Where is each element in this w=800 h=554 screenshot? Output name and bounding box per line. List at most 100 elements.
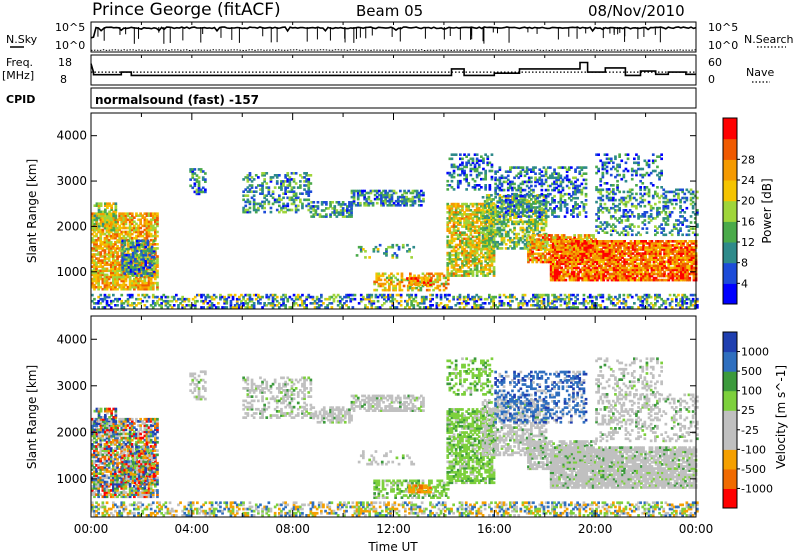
heatmap-cell	[519, 226, 523, 230]
heatmap-cell	[513, 214, 516, 217]
heatmap-cell	[549, 176, 552, 180]
heatmap-cell	[99, 222, 103, 226]
heatmap-cell	[482, 270, 485, 273]
heatmap-cell	[414, 281, 418, 284]
heatmap-cell	[93, 204, 97, 207]
heatmap-cell	[492, 214, 495, 217]
heatmap-cell	[114, 234, 117, 238]
heatmap-cell	[652, 266, 656, 270]
heatmap-cell	[490, 194, 493, 197]
heatmap-cell	[606, 258, 610, 261]
heatmap-cell	[513, 212, 516, 215]
heatmap-cell	[333, 209, 337, 212]
heatmap-cell	[598, 260, 601, 264]
heatmap-cell	[581, 262, 584, 266]
heatmap-cell	[515, 243, 518, 246]
heatmap-cell	[625, 266, 629, 270]
heatmap-cell	[593, 270, 597, 274]
heatmap-cell	[543, 248, 547, 251]
heatmap-cell	[610, 276, 614, 280]
heatmap-cell	[502, 176, 506, 180]
heatmap-cell	[490, 212, 493, 215]
heatmap-cell	[612, 244, 616, 247]
heatmap-cell	[581, 260, 584, 264]
heatmap-cell	[598, 244, 601, 247]
heatmap-cell	[477, 235, 481, 239]
heatmap-cell	[138, 258, 141, 261]
heatmap-cell	[661, 240, 664, 243]
heatmap-cell	[614, 268, 618, 272]
heatmap-cell	[555, 186, 558, 190]
heatmap-cell	[475, 184, 479, 187]
heatmap-cell	[348, 201, 351, 204]
heatmap-cell	[118, 216, 121, 219]
heatmap-cell	[502, 220, 506, 224]
heatmap-cell	[654, 276, 658, 280]
heatmap-cell	[578, 172, 582, 175]
heatmap-cell	[130, 228, 134, 232]
heatmap-cell	[475, 213, 479, 216]
heatmap-cell	[511, 240, 514, 244]
heatmap-cell	[648, 246, 652, 249]
heatmap-cell	[126, 251, 130, 254]
heatmap-cell	[398, 284, 402, 288]
heatmap-cell	[544, 196, 548, 200]
heatmap-cell	[566, 242, 570, 245]
heatmap-cell	[619, 266, 622, 270]
heatmap-cell	[116, 247, 119, 250]
heatmap-cell	[490, 270, 494, 273]
heatmap-cell	[373, 288, 376, 292]
heatmap-cell	[566, 250, 570, 253]
heatmap-cell	[156, 214, 159, 217]
heatmap-cell	[150, 249, 154, 253]
heatmap-cell	[659, 258, 662, 261]
heatmap-cell	[373, 280, 376, 284]
heatmap-cell	[135, 214, 138, 217]
heatmap-cell	[114, 271, 117, 275]
heatmap-cell	[142, 258, 145, 261]
heatmap-cell	[430, 276, 433, 280]
heatmap-cell	[372, 248, 376, 251]
heatmap-cell	[488, 258, 492, 261]
heatmap-cell	[596, 258, 599, 261]
heatmap-cell	[610, 248, 614, 251]
heatmap-cell	[600, 270, 603, 274]
heatmap-cell	[583, 256, 587, 259]
heatmap-cell	[544, 168, 548, 171]
heatmap-cell	[438, 276, 442, 280]
heatmap-cell	[638, 276, 641, 280]
heatmap-cell	[606, 270, 610, 274]
heatmap-cell	[569, 238, 572, 241]
heatmap-cell	[555, 215, 558, 218]
heatmap-cell	[452, 268, 456, 271]
heatmap-cell	[532, 166, 535, 169]
heatmap-cell	[156, 218, 159, 222]
heatmap-cell	[578, 205, 582, 208]
heatmap-cell	[532, 170, 535, 173]
heatmap-cell	[490, 240, 493, 244]
heatmap-cell	[580, 192, 584, 196]
heatmap-cell	[129, 241, 133, 245]
heatmap-cell	[617, 266, 620, 270]
heatmap-cell	[504, 224, 508, 228]
heatmap-cell	[587, 250, 591, 253]
heatmap-cell	[604, 266, 608, 270]
heatmap-cell	[269, 210, 273, 214]
heatmap-cell	[572, 215, 575, 218]
heatmap-cell	[112, 234, 115, 238]
heatmap-cell	[523, 174, 527, 178]
heatmap-cell	[525, 168, 529, 171]
heatmap-cell	[484, 264, 487, 267]
heatmap-cell	[589, 254, 593, 257]
heatmap-cell	[99, 277, 103, 281]
heatmap-cell	[137, 218, 140, 222]
heatmap-cell	[114, 267, 117, 271]
heatmap-cell	[471, 260, 475, 263]
heatmap-cell	[515, 200, 518, 203]
heatmap-cell	[585, 240, 589, 243]
heatmap-cell	[598, 248, 601, 251]
heatmap-cell	[593, 264, 597, 268]
heatmap-cell	[577, 270, 580, 274]
heatmap-cell	[629, 250, 633, 253]
heatmap-cell	[496, 213, 500, 216]
